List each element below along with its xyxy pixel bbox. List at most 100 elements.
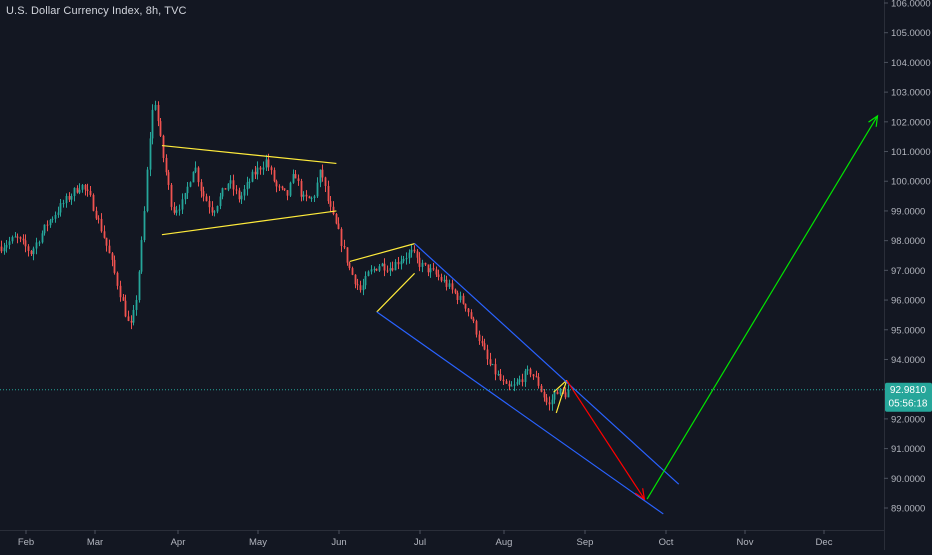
candle-body xyxy=(175,210,178,213)
candle-body xyxy=(227,183,230,190)
candle-body xyxy=(413,249,416,252)
candle-body xyxy=(302,194,305,197)
candle-body xyxy=(73,187,76,197)
candle-body xyxy=(157,104,160,122)
candle-body xyxy=(81,184,84,190)
candle-body xyxy=(122,297,125,301)
candle-body xyxy=(516,381,519,385)
arrow-down-head[interactable] xyxy=(634,488,646,501)
price-tick-label: 95.0000 xyxy=(891,325,925,336)
candle-body xyxy=(178,209,181,211)
candle-body xyxy=(273,170,276,182)
candle-body xyxy=(221,188,224,197)
candle-body xyxy=(545,397,548,403)
candle-body xyxy=(38,242,41,244)
candle-body xyxy=(213,211,216,213)
candle-body xyxy=(497,374,500,376)
candle-body xyxy=(391,268,394,271)
candle-body xyxy=(559,388,562,395)
candle-body xyxy=(526,369,529,371)
candle-body xyxy=(308,196,311,199)
candle-body xyxy=(292,174,295,183)
candle-body xyxy=(367,271,370,276)
candle-body xyxy=(386,270,389,272)
last-price-badge: 92.9810 05:56:18 xyxy=(885,382,932,412)
candle-body xyxy=(205,196,208,202)
candle-body xyxy=(356,284,359,286)
candle-body xyxy=(362,285,365,291)
candle-body xyxy=(14,236,17,238)
arrow-down-line[interactable] xyxy=(566,379,645,500)
candle-body xyxy=(475,321,478,335)
candle-body xyxy=(454,289,457,293)
time-tick-label: Dec xyxy=(816,537,833,548)
candle-body xyxy=(240,195,243,200)
candle-body xyxy=(170,184,173,207)
candle-body xyxy=(200,182,203,192)
price-tick-label: 89.0000 xyxy=(891,504,925,515)
candle-body xyxy=(275,181,278,187)
candle-body xyxy=(151,109,154,139)
channel-upper-line[interactable] xyxy=(414,243,680,485)
flag-upper-line[interactable] xyxy=(349,243,415,263)
candle-body xyxy=(319,169,322,183)
channel-lower-line[interactable] xyxy=(376,311,664,515)
candle-body xyxy=(535,376,538,378)
candle-body xyxy=(389,268,392,271)
candle-body xyxy=(254,171,257,175)
candle-body xyxy=(435,269,438,275)
triangle-lower-line[interactable] xyxy=(161,210,337,236)
candle-body xyxy=(329,201,332,207)
candle-body xyxy=(8,241,11,245)
candle-body xyxy=(513,384,516,386)
candle-body xyxy=(364,275,367,286)
candle-body xyxy=(335,214,338,224)
candle-body xyxy=(432,268,435,270)
candle-body xyxy=(135,300,138,310)
candle-body xyxy=(540,385,543,392)
candle-body xyxy=(108,245,111,254)
candle-body xyxy=(149,138,152,170)
price-axis[interactable]: 89.000090.000091.000092.000093.000094.00… xyxy=(884,0,931,515)
candle-body xyxy=(138,271,141,301)
candle-body xyxy=(348,262,351,269)
candle-body xyxy=(297,178,300,182)
candle-body xyxy=(408,252,411,259)
arrow-up-head[interactable] xyxy=(868,114,879,127)
price-tick-label: 97.0000 xyxy=(891,266,925,277)
price-tick-label: 90.0000 xyxy=(891,474,925,485)
candle-body xyxy=(130,320,133,323)
candle-body xyxy=(19,237,22,239)
candle-body xyxy=(265,159,268,168)
candle-body xyxy=(405,258,408,260)
candle-body xyxy=(421,262,424,267)
candle-body xyxy=(346,247,349,263)
candle-body xyxy=(219,196,222,207)
time-tick-label: Mar xyxy=(87,537,103,548)
candle-body xyxy=(86,189,89,191)
candle-body xyxy=(30,250,33,255)
candle-body xyxy=(521,379,524,383)
flag-lower-line[interactable] xyxy=(376,272,416,313)
chart-title: U.S. Dollar Currency Index, 8h, TVC xyxy=(6,5,187,17)
candle-body xyxy=(57,212,60,215)
triangle-upper-line[interactable] xyxy=(161,144,337,165)
price-tick-label: 102.0000 xyxy=(891,117,931,128)
time-axis[interactable]: Feb Mar Apr May Jun Jul Aug Sep Oct Nov Dec xyxy=(18,530,833,548)
wedge-lower-line[interactable] xyxy=(555,380,568,414)
candle-body xyxy=(359,285,362,291)
countdown-label: 05:56:18 xyxy=(889,399,928,410)
candle-body xyxy=(491,364,494,366)
candle-body xyxy=(184,193,187,200)
candle-body xyxy=(238,190,241,200)
drawings[interactable] xyxy=(161,114,879,515)
arrow-up-line[interactable] xyxy=(646,115,879,500)
candle-body xyxy=(305,194,308,197)
candle-body xyxy=(124,300,127,317)
candle-body xyxy=(343,245,346,248)
candle-body xyxy=(256,167,259,175)
candle-body xyxy=(100,218,103,232)
